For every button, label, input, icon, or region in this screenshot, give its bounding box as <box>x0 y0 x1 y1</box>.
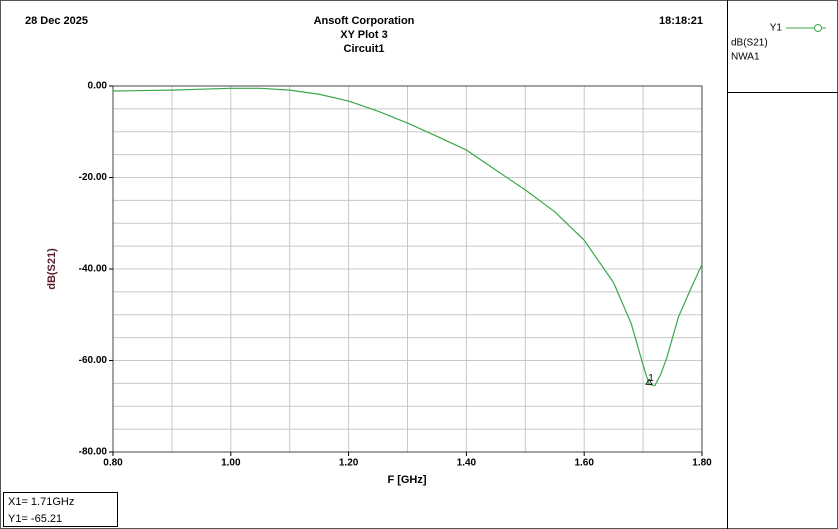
x-axis-label: F [GHz] <box>387 474 426 486</box>
y-axis-label: dB(S21) <box>46 248 58 290</box>
time: 18:18:21 <box>659 15 703 27</box>
y-tick-label: -40.00 <box>79 264 108 275</box>
y-tick-label: -20.00 <box>79 172 108 183</box>
y-tick-label: -60.00 <box>79 355 108 366</box>
marker-readout: X1= 1.71GHz <box>8 496 74 508</box>
series-line <box>112 87 703 387</box>
marker-readout: Y1= -65.21 <box>8 513 62 525</box>
legend-symbol <box>814 24 822 32</box>
x-tick-label: 1.40 <box>457 458 477 469</box>
marker-box <box>3 492 118 527</box>
legend-solution: NWA1 <box>731 52 760 63</box>
marker-label: 1 <box>648 373 654 384</box>
y-tick-label: 0.00 <box>88 81 108 92</box>
marker-point <box>645 378 653 385</box>
company: Ansoft Corporation <box>314 15 415 27</box>
y-tick-label: -80.00 <box>79 447 108 458</box>
chart-title: XY Plot 3 <box>340 29 387 41</box>
x-tick-label: 1.60 <box>574 458 594 469</box>
legend-label: Y1 <box>770 23 783 34</box>
chart-subtitle: Circuit1 <box>344 43 385 55</box>
legend-expression: dB(S21) <box>731 38 768 49</box>
x-tick-label: 1.00 <box>221 458 241 469</box>
x-tick-label: 1.80 <box>692 458 712 469</box>
date: 28 Dec 2025 <box>25 15 88 27</box>
x-tick-label: 1.20 <box>339 458 359 469</box>
x-tick-label: 0.80 <box>103 458 123 469</box>
